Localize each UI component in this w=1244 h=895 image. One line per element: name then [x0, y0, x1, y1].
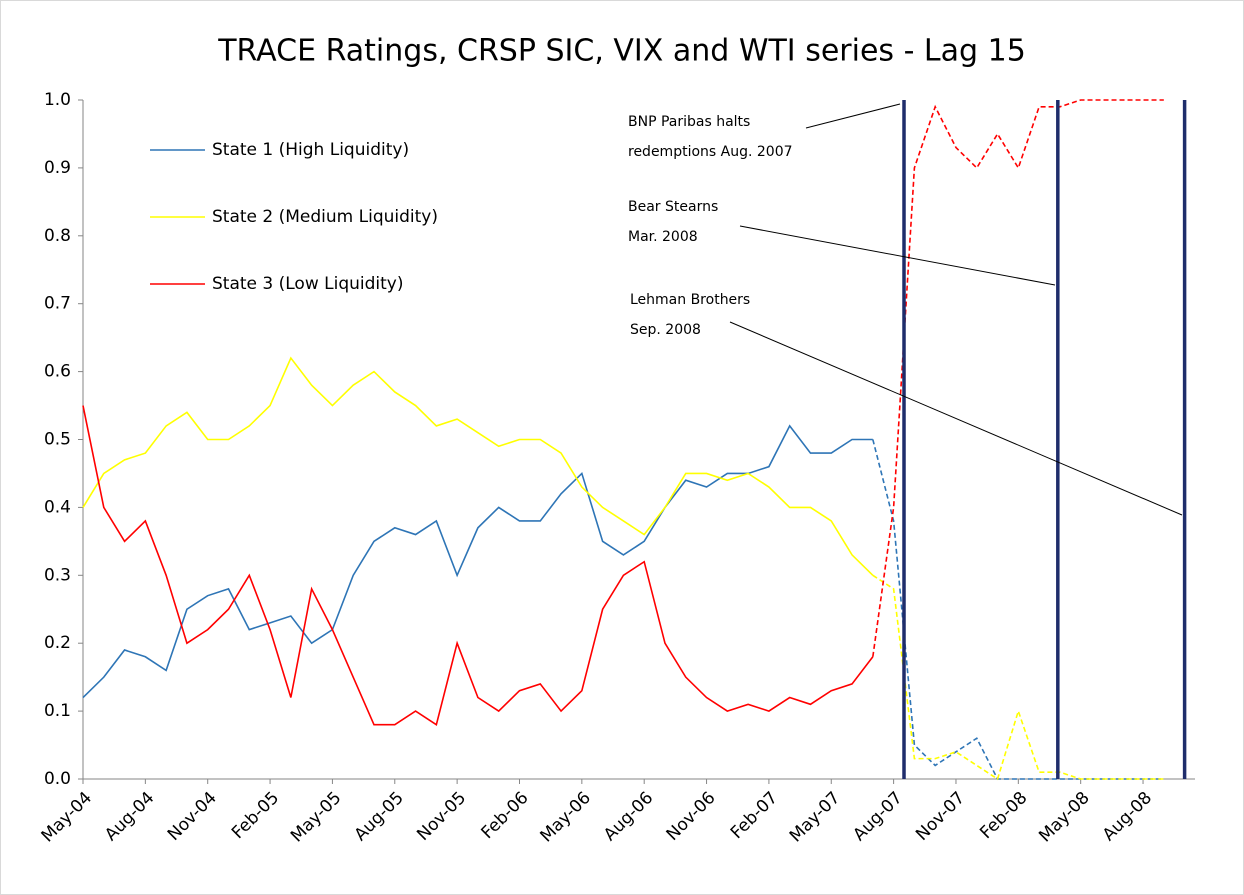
legend-label: State 3 (Low Liquidity) — [212, 274, 404, 294]
y-tick-label: 0.3 — [44, 565, 71, 585]
legend-label: State 1 (High Liquidity) — [212, 140, 409, 160]
annotation-leader — [805, 103, 901, 129]
series-line — [82, 424, 873, 699]
y-tick-label: 0.2 — [44, 633, 71, 653]
y-tick-label: 0.9 — [44, 158, 71, 178]
y-tick-label: 0.6 — [44, 362, 71, 382]
y-tick-label: 0.1 — [44, 701, 71, 721]
annotation: redemptions Aug. 2007 — [628, 144, 793, 160]
y-tick-label: 0.5 — [44, 430, 71, 450]
annotation: Lehman Brothers — [630, 292, 750, 308]
y-tick-label: 0.0 — [44, 769, 71, 789]
annotation-leader — [739, 225, 1056, 286]
legend-label: State 2 (Medium Liquidity) — [212, 207, 438, 227]
annotation: Bear Stearns — [628, 199, 718, 215]
annotation-leader — [729, 321, 1183, 516]
annotation: Sep. 2008 — [630, 322, 701, 338]
series-line — [872, 574, 1164, 781]
series-line — [82, 405, 874, 726]
series-line — [82, 356, 874, 576]
y-tick-label: 0.7 — [44, 294, 71, 314]
annotation: BNP Paribas halts — [628, 114, 750, 130]
chart-title: TRACE Ratings, CRSP SIC, VIX and WTI ser… — [217, 34, 1026, 69]
y-tick-label: 0.4 — [44, 497, 71, 517]
annotation: Mar. 2008 — [628, 229, 698, 245]
series-line — [872, 99, 1164, 657]
y-tick-label: 0.8 — [44, 226, 71, 246]
y-tick-label: 1.0 — [44, 90, 71, 110]
